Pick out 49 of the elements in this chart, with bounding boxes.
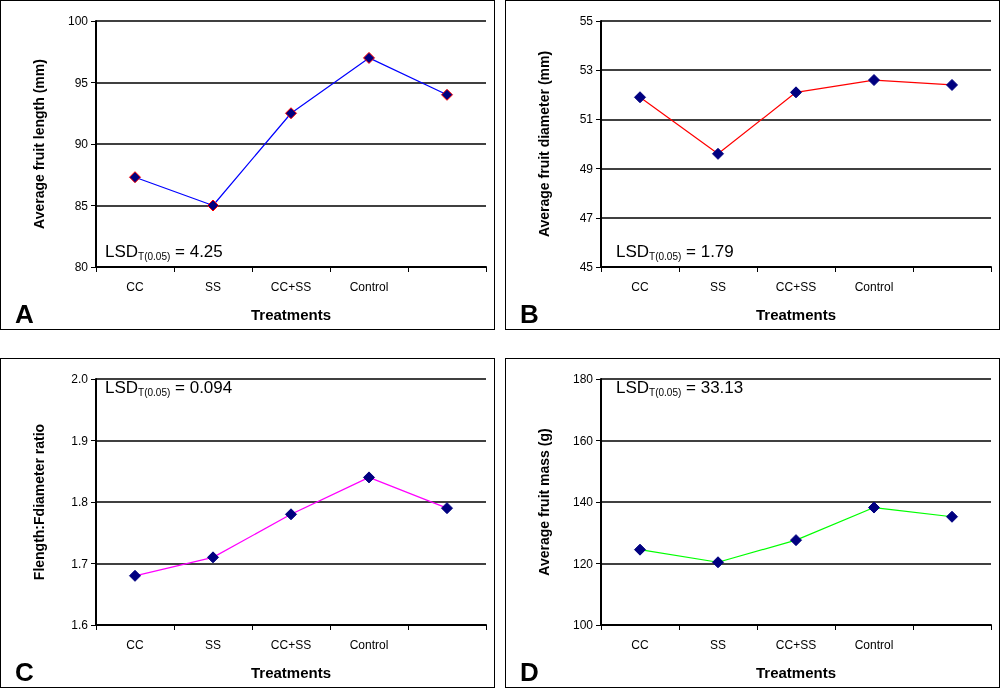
x-tick-label: SS bbox=[709, 638, 727, 652]
x-tick-label: CC bbox=[631, 280, 649, 294]
y-tick-label: 140 bbox=[572, 495, 594, 509]
y-tick-label: 1.7 bbox=[71, 556, 89, 571]
x-tick-label: SS bbox=[204, 280, 222, 294]
x-tick-label: Control bbox=[854, 638, 894, 652]
x-tick-label: CC+SS bbox=[775, 280, 817, 294]
y-tick-label: 100 bbox=[67, 14, 89, 28]
y-axis-title: Average fruit length (mm) bbox=[31, 59, 47, 229]
y-tick-label: 80 bbox=[74, 260, 89, 274]
y-tick-label: 160 bbox=[572, 433, 594, 448]
y-tick-label: 47 bbox=[579, 210, 594, 225]
x-tick-label: Control bbox=[349, 280, 389, 294]
x-tick-label: CC bbox=[126, 280, 144, 294]
x-tick-label: CC bbox=[126, 638, 144, 652]
text: C bbox=[15, 657, 34, 687]
y-tick-label: 95 bbox=[74, 75, 89, 90]
x-tick-label: SS bbox=[709, 280, 727, 294]
y-tick-label: 180 bbox=[572, 372, 594, 386]
x-axis-title: Treatments bbox=[755, 306, 837, 323]
y-axis-title: Average fruit mass (g) bbox=[536, 428, 552, 576]
y-tick-label: 51 bbox=[579, 112, 594, 127]
text: D bbox=[520, 657, 539, 687]
y-axis-title: Flength:Fdiameter ratio bbox=[31, 423, 47, 581]
x-tick-label: CC bbox=[631, 638, 649, 652]
y-axis-title: Average fruit diameter (mm) bbox=[536, 50, 552, 238]
y-tick-label: 1.6 bbox=[71, 618, 89, 632]
y-tick-label: 49 bbox=[579, 161, 594, 176]
y-tick-label: 55 bbox=[579, 14, 594, 28]
y-tick-label: 53 bbox=[579, 63, 594, 78]
x-tick-label: CC+SS bbox=[775, 638, 817, 652]
y-tick-label: 1.8 bbox=[71, 495, 89, 509]
y-tick-label: 1.9 bbox=[71, 433, 89, 448]
y-tick-label: 2.0 bbox=[71, 372, 89, 386]
y-tick-label: 100 bbox=[572, 618, 594, 632]
x-axis-title: Treatments bbox=[755, 664, 837, 681]
x-tick-label: Control bbox=[854, 280, 894, 294]
y-tick-label: 120 bbox=[572, 556, 594, 571]
y-tick-label: 45 bbox=[579, 260, 594, 274]
text: B bbox=[520, 299, 539, 329]
x-tick-label: CC+SS bbox=[270, 638, 312, 652]
x-axis-title: Treatments bbox=[250, 306, 332, 323]
x-tick-label: SS bbox=[204, 638, 222, 652]
y-tick-label: 85 bbox=[74, 198, 89, 213]
text: A bbox=[15, 299, 34, 329]
x-tick-label: CC+SS bbox=[270, 280, 312, 294]
x-axis-title: Treatments bbox=[250, 664, 332, 681]
x-tick-label: Control bbox=[349, 638, 389, 652]
y-tick-label: 90 bbox=[74, 137, 89, 151]
